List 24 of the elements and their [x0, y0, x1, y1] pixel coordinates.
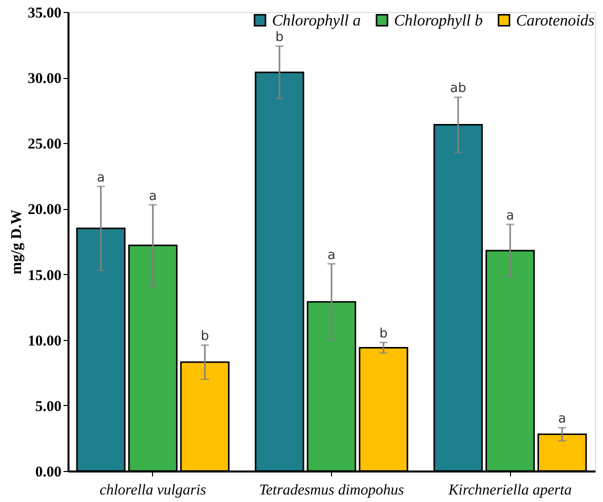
- annotation: a: [506, 208, 514, 224]
- annotation: a: [96, 170, 105, 186]
- annotation: ab: [450, 81, 466, 96]
- y-tick-label: 15.00: [28, 268, 62, 284]
- x-tick-label: Tetradesmus dimopohus: [259, 482, 404, 498]
- annotation: b: [275, 30, 284, 46]
- x-tick-label: chlorella vulgaris: [100, 482, 206, 498]
- annotation: a: [558, 412, 566, 427]
- y-tick-label: 25.00: [28, 136, 62, 153]
- y-tick-label: 35.00: [28, 6, 62, 22]
- y-tick-label: 0.00: [35, 464, 62, 480]
- legend-label: Carotenoids: [516, 12, 595, 30]
- annotation: a: [148, 188, 157, 204]
- annotation: b: [200, 329, 209, 344]
- legend-label: Chlorophyll a: [272, 12, 361, 30]
- y-tick-label: 10.00: [28, 333, 62, 350]
- y-tick-label: 5.00: [35, 398, 62, 415]
- y-tick-label: 20.00: [28, 202, 62, 218]
- annotation: b: [379, 326, 388, 342]
- y-axis-title: mg/g D.W: [8, 210, 25, 274]
- x-tick-label: Kirchneriella aperta: [448, 482, 572, 498]
- annotation: a: [328, 248, 336, 263]
- legend-label: Chlorophyll b: [394, 12, 483, 30]
- y-tick-label: 30.00: [28, 71, 62, 88]
